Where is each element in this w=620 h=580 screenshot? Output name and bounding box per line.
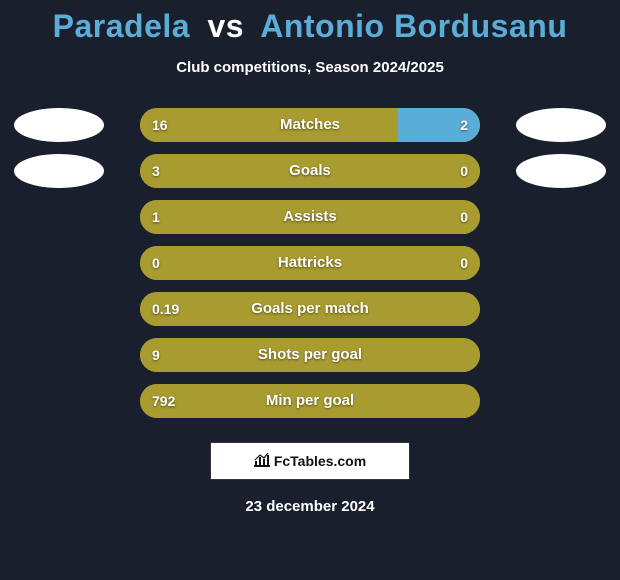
title-player2: Antonio Bordusanu (260, 8, 567, 44)
stat-row: 0.19Goals per match (0, 292, 620, 326)
title-player1: Paradela (53, 8, 190, 44)
stat-row: 16 2Matches (0, 108, 620, 142)
stat-row: 0 0Hattricks (0, 246, 620, 280)
stat-value-right: 2 (460, 108, 468, 142)
logo-text: FcTables.com (274, 453, 366, 469)
stat-label: Hattricks (140, 246, 480, 280)
stat-rows: 162Matches30Goals10Assists00Hattricks0.1… (0, 108, 620, 418)
stat-row: 3 0Goals (0, 154, 620, 188)
stat-row: 792Min per goal (0, 384, 620, 418)
stat-value-left: 3 (152, 154, 160, 188)
stat-row: 1 0Assists (0, 200, 620, 234)
stat-value-right: 0 (460, 200, 468, 234)
source-logo: FcTables.com (210, 442, 410, 480)
stat-row: 9Shots per goal (0, 338, 620, 372)
comparison-infographic: Paradela vs Antonio Bordusanu Club compe… (0, 0, 620, 580)
stat-value-left: 16 (152, 108, 168, 142)
stat-value-right: 0 (460, 154, 468, 188)
title-vs: vs (199, 8, 252, 44)
stat-label: Shots per goal (140, 338, 480, 372)
stat-label: Assists (140, 200, 480, 234)
stat-label: Min per goal (140, 384, 480, 418)
date-text: 23 december 2024 (0, 498, 620, 515)
stat-label: Goals (140, 154, 480, 188)
stat-value-right: 0 (460, 246, 468, 280)
chart-icon (254, 453, 270, 470)
stat-value-left: 0.19 (152, 292, 179, 326)
subtitle: Club competitions, Season 2024/2025 (0, 59, 620, 76)
avatar-player2-alt (516, 154, 606, 188)
avatar-player1 (14, 108, 104, 142)
stat-label: Goals per match (140, 292, 480, 326)
avatar-player2 (516, 108, 606, 142)
avatar-player1-alt (14, 154, 104, 188)
page-title: Paradela vs Antonio Bordusanu (0, 0, 620, 45)
stat-label: Matches (140, 108, 480, 142)
stat-value-left: 1 (152, 200, 160, 234)
stat-value-left: 0 (152, 246, 160, 280)
stat-value-left: 9 (152, 338, 160, 372)
stat-value-left: 792 (152, 384, 175, 418)
